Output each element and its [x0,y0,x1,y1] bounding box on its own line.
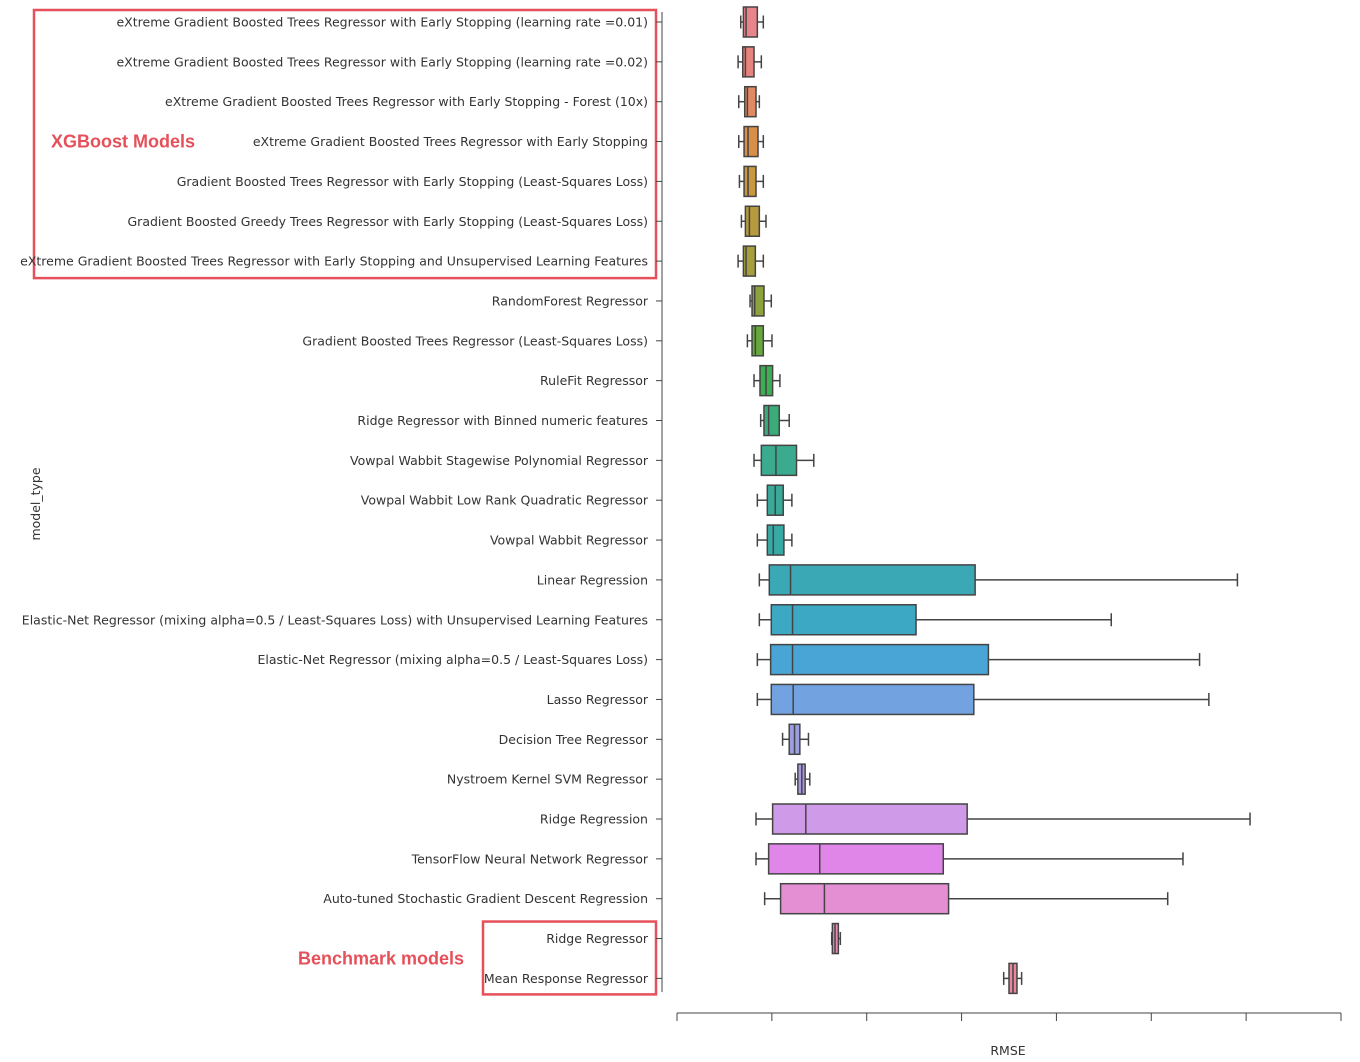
boxplot-row [756,524,793,556]
category-label: eXtreme Gradient Boosted Trees Regressor… [116,15,648,30]
category-label: RuleFit Regressor [540,373,649,388]
box-iqr [771,803,968,835]
box-iqr [742,6,759,38]
box-iqr [779,882,950,915]
category-label: eXtreme Gradient Boosted Trees Regressor… [165,94,648,109]
boxplots [737,6,1251,995]
boxplot-row [756,484,793,516]
box-iqr [744,205,761,237]
category-label: Ridge Regressor [546,931,649,946]
category-label: Elastic-Net Regressor (mixing alpha=0.5 … [258,652,649,667]
boxplot-row [739,6,765,38]
category-label: Auto-tuned Stochastic Gradient Descent R… [323,891,648,906]
box-iqr [766,524,785,556]
axes [656,12,1342,1021]
boxplot-row [781,723,810,756]
boxplot-row [756,643,1201,676]
boxplot-row [737,245,765,277]
x-axis-title: RMSE [990,1043,1025,1058]
y-axis-title: model_type [28,467,43,540]
boxplot-row [749,285,773,317]
category-label: Ridge Regressor with Binned numeric feat… [357,413,648,428]
box-iqr [768,564,976,596]
boxplot-row [759,404,790,437]
boxplot-row [758,604,1113,636]
boxplot-row [1002,962,1023,995]
box-iqr [741,46,755,78]
boxplot-row [746,325,773,357]
boxplot-row [740,205,767,237]
boxplot-row [738,125,765,158]
category-label: RandomForest Regressor [492,293,649,308]
box-iqr [770,604,917,636]
category-label: Ridge Regression [540,812,648,827]
boxplot-row [737,46,763,78]
category-label: Vowpal Wabbit Stagewise Polynomial Regre… [350,453,649,468]
category-label: Nystroem Kernel SVM Regressor [447,772,649,787]
annotation-label-xgboost: XGBoost Models [51,132,195,152]
box-iqr [743,85,757,118]
boxplot-row [753,364,781,397]
box-iqr [770,683,975,716]
boxplot-row [755,843,1184,875]
category-label: Gradient Boosted Trees Regressor with Ea… [177,174,648,189]
category-label: Linear Regression [537,572,648,587]
category-labels: eXtreme Gradient Boosted Trees Regressor… [20,15,649,986]
box-iqr [769,643,990,676]
box-iqr [767,843,945,875]
box-iqr [760,444,798,477]
category-label: Gradient Boosted Trees Regressor (Least-… [302,333,648,348]
boxplot-row [738,165,765,198]
boxplot-row [756,683,1210,716]
category-label: Mean Response Regressor [484,971,649,986]
boxplot-row [830,922,842,955]
category-label: Vowpal Wabbit Low Rank Quadratic Regress… [361,493,649,508]
box-iqr [751,285,765,317]
category-label: eXtreme Gradient Boosted Trees Regressor… [116,54,648,69]
category-label: Lasso Regressor [547,692,649,707]
box-iqr [742,245,757,277]
boxplot-row [755,803,1251,835]
annotation-frame-benchmark [481,920,658,996]
box-iqr [751,325,765,357]
box-iqr [763,404,781,437]
category-label: eXtreme Gradient Boosted Trees Regressor… [20,254,648,269]
boxplot-row [738,85,761,118]
category-label: eXtreme Gradient Boosted Trees Regressor… [253,134,648,149]
boxplot-row [753,444,815,477]
boxplot-row [794,763,811,795]
category-label: Vowpal Wabbit Regressor [490,533,649,548]
box-iqr [743,165,757,198]
category-label: Decision Tree Regressor [499,732,649,747]
boxplot-row [758,564,1239,596]
category-label: Gradient Boosted Greedy Trees Regressor … [128,214,649,229]
annotation-label-benchmark: Benchmark models [298,948,464,968]
annotation-boxes: XGBoost Models Benchmark models [32,8,658,996]
category-label: Elastic-Net Regressor (mixing alpha=0.5 … [22,612,648,627]
boxplot-row [763,882,1169,915]
category-label: TensorFlow Neural Network Regressor [411,851,649,866]
box-iqr [743,125,759,158]
annotation-frame-xgboost [32,8,658,280]
